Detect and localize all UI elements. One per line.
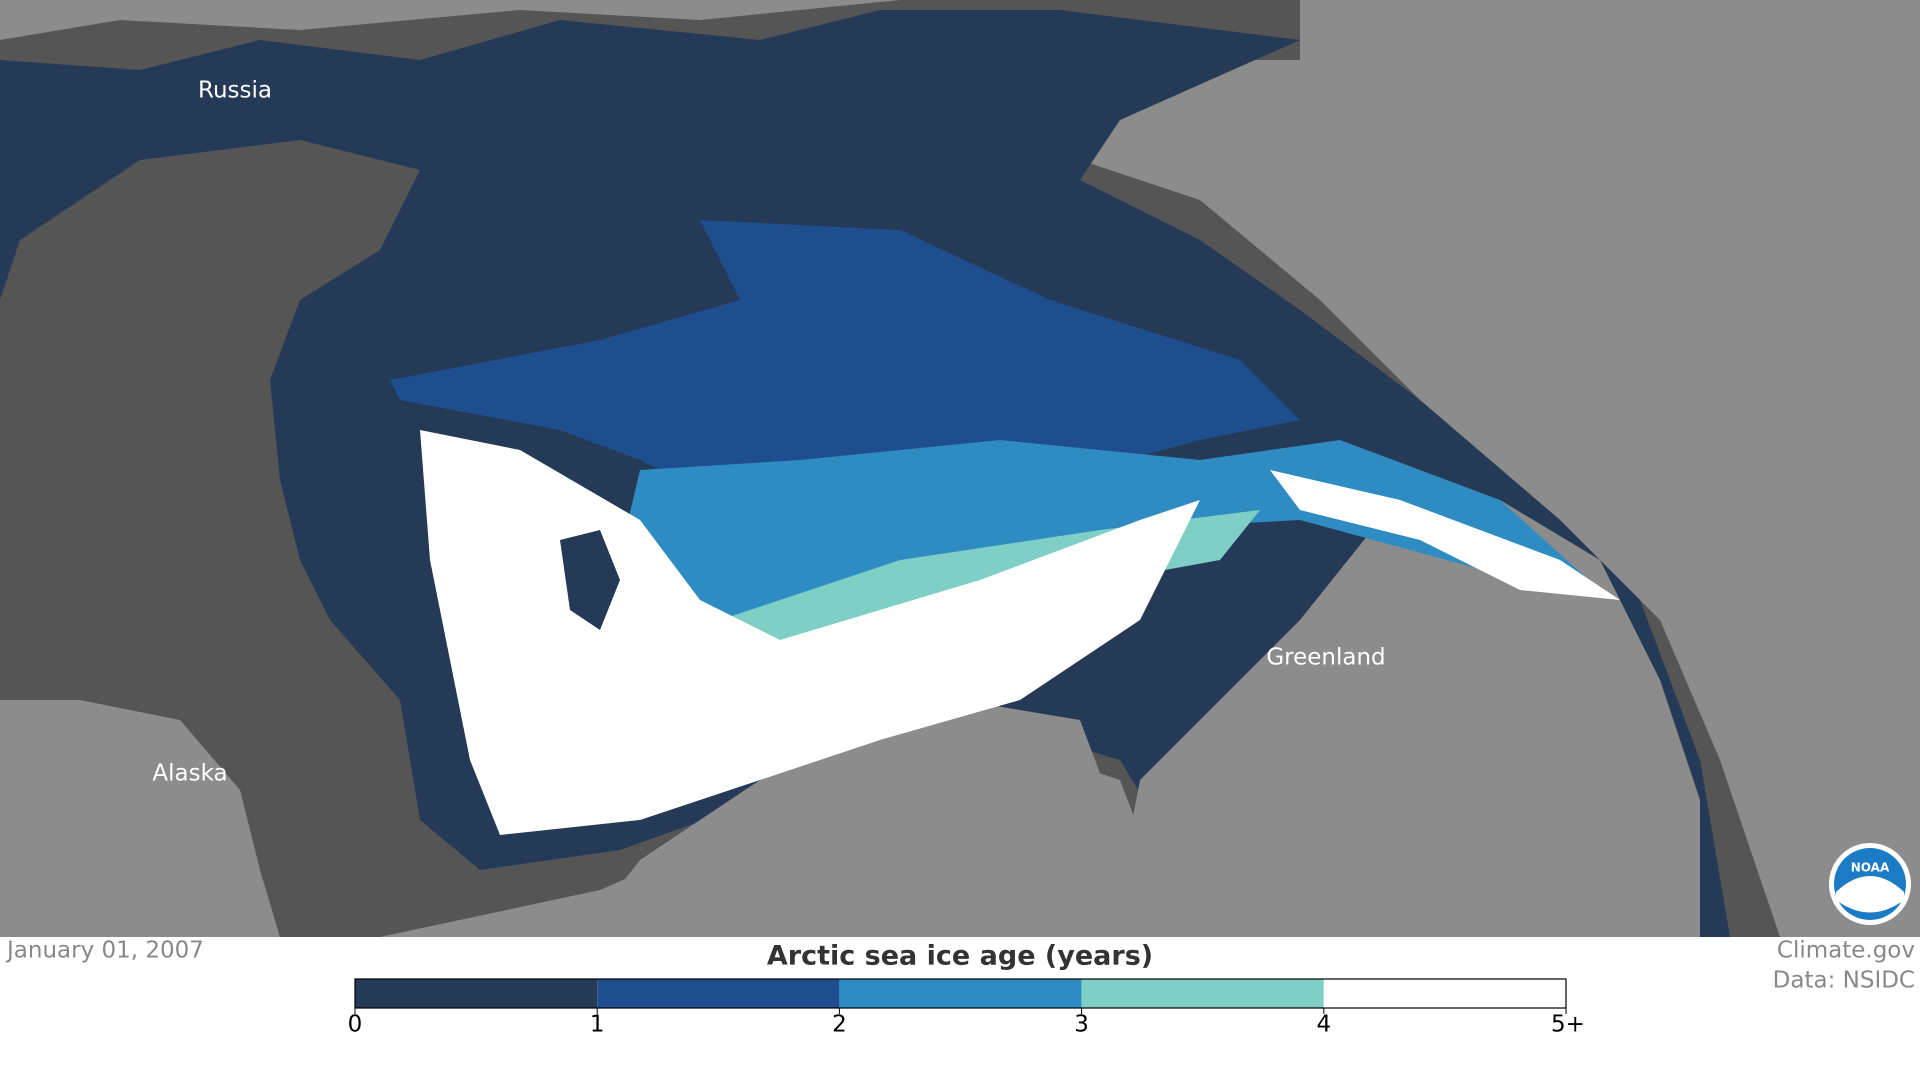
ice-area [420,430,1200,835]
map-label: Alaska [152,761,227,787]
greenland-land [1110,500,1700,937]
colorbar-tick-label: 5+ [1551,1012,1585,1038]
colorbar-frame [354,978,1567,1009]
credit: Climate.gov [1777,938,1915,964]
colorbar-segment [1323,979,1566,1008]
ice-area [1270,470,1620,600]
colorbar-tick-label: 4 [1316,1012,1331,1038]
legend-title: Arctic sea ice age (years) [767,941,1153,972]
svg-text:NOAA: NOAA [1851,861,1890,875]
colorbar-segment [355,979,598,1008]
map-label: Greenland [1266,645,1385,671]
colorbar-segment [597,979,840,1008]
colorbar-tick-label: 2 [832,1012,847,1038]
colorbar-tick-label: 3 [1074,1012,1089,1038]
ice-age-areas [390,220,1620,835]
colorbar-segment [1081,979,1324,1008]
date: January 01, 2007 [5,938,204,964]
alaska-land [0,700,280,937]
colorbar-tick-label: 0 [348,1012,363,1038]
noaa-logo: NOAA [1829,843,1911,925]
map-label: Russia [198,78,272,104]
map: Russia Alaska Greenland NOAA [0,0,1920,937]
colorbar: 0 1 2 3 4 5+ [348,978,1585,1038]
colorbar-tick-label: 1 [590,1012,605,1038]
credit: Data: NSIDC [1773,968,1915,994]
colorbar-segment [839,979,1082,1008]
ice-area [560,530,620,630]
archipelago-land [580,700,1110,937]
